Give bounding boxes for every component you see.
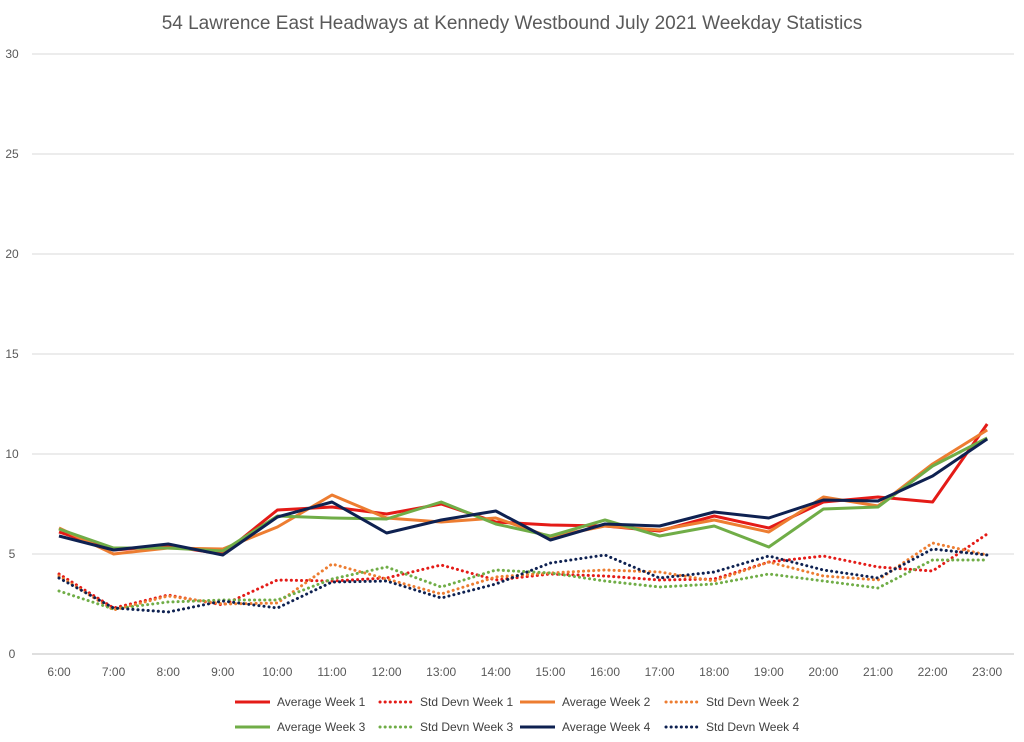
y-tick-label: 0 <box>9 647 16 661</box>
x-tick-label: 10:00 <box>262 665 292 679</box>
legend-label: Average Week 2 <box>562 695 651 709</box>
gridlines <box>32 53 1014 655</box>
x-tick-label: 16:00 <box>590 665 620 679</box>
series-line-average-week-3 <box>58 436 988 553</box>
y-tick-label: 20 <box>5 247 19 261</box>
chart-title: 54 Lawrence East Headways at Kennedy Wes… <box>162 13 863 34</box>
x-tick-label: 7:00 <box>102 665 126 679</box>
legend-label: Std Devn Week 4 <box>706 720 799 734</box>
x-tick-label: 22:00 <box>918 665 948 679</box>
series-line-std-devn-week-1 <box>57 532 989 610</box>
y-axis-ticks: 0 5 10 15 20 25 30 <box>5 47 19 661</box>
legend-label: Std Devn Week 3 <box>420 720 513 734</box>
legend-label: Average Week 3 <box>277 720 366 734</box>
x-tick-label: 23:00 <box>972 665 1002 679</box>
x-tick-label: 18:00 <box>699 665 729 679</box>
x-tick-label: 13:00 <box>426 665 456 679</box>
legend-label: Average Week 4 <box>562 720 651 734</box>
x-tick-label: 6:00 <box>47 665 71 679</box>
series-lines <box>57 423 989 614</box>
y-tick-label: 30 <box>5 47 19 61</box>
x-tick-label: 14:00 <box>481 665 511 679</box>
series-line-std-devn-week-3 <box>57 558 989 611</box>
series-line-average-week-4 <box>58 437 989 557</box>
series-line-average-week-2 <box>58 428 988 556</box>
legend: Average Week 1 Std Devn Week 1 Average Wee… <box>235 695 799 734</box>
legend-label: Average Week 1 <box>277 695 366 709</box>
y-tick-label: 15 <box>5 347 19 361</box>
x-tick-label: 12:00 <box>372 665 402 679</box>
x-axis-ticks: 6:00 7:00 8:00 9:00 10:00 11:00 12:00 13:00 14:0… <box>47 665 1002 679</box>
legend-label: Std Devn Week 1 <box>420 695 513 709</box>
x-tick-label: 15:00 <box>535 665 565 679</box>
x-tick-label: 8:00 <box>157 665 181 679</box>
x-tick-label: 17:00 <box>645 665 675 679</box>
x-tick-label: 19:00 <box>754 665 784 679</box>
legend-label: Std Devn Week 2 <box>706 695 799 709</box>
y-tick-label: 10 <box>5 447 19 461</box>
x-tick-label: 20:00 <box>808 665 838 679</box>
series-line-average-week-1 <box>58 423 989 556</box>
series-line-std-devn-week-4 <box>57 547 989 614</box>
x-tick-label: 9:00 <box>211 665 235 679</box>
y-tick-label: 5 <box>9 547 16 561</box>
x-tick-label: 11:00 <box>317 665 346 679</box>
x-tick-label: 21:00 <box>863 665 893 679</box>
y-tick-label: 25 <box>5 147 19 161</box>
